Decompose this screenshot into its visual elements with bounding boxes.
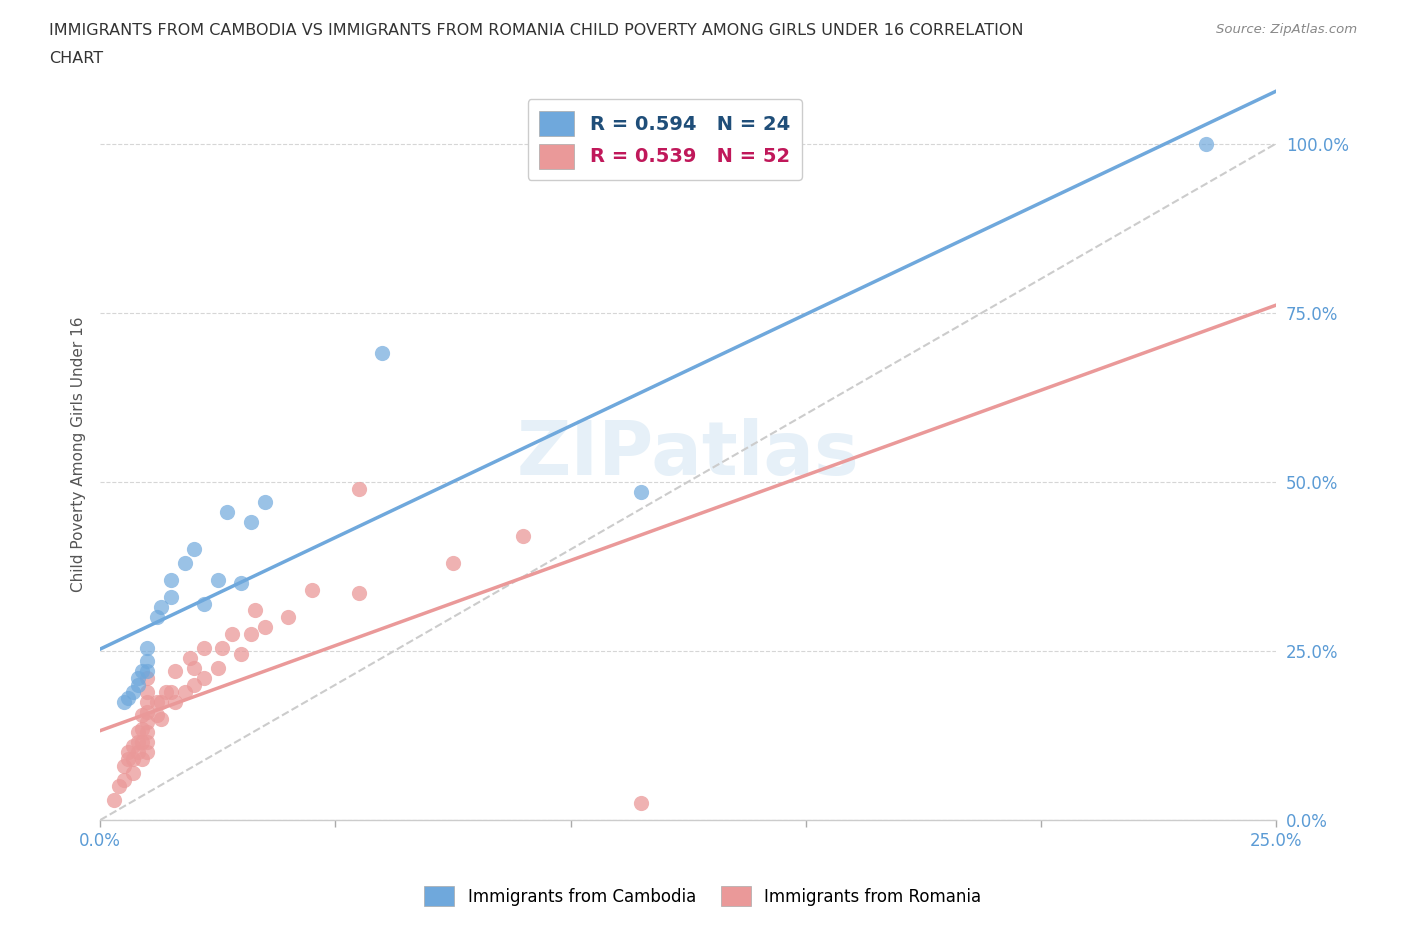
Point [179, 650, 201, 665]
Point [122, 684, 145, 699]
Point [112, 772, 135, 787]
Point [150, 695, 173, 710]
Point [122, 751, 145, 766]
Point [131, 751, 153, 766]
Point [239, 627, 262, 642]
Point [193, 640, 215, 655]
Point [127, 724, 149, 739]
Point [159, 590, 181, 604]
Point [131, 664, 153, 679]
Point [131, 735, 153, 750]
Y-axis label: Child Poverty Among Girls Under 16: Child Poverty Among Girls Under 16 [72, 317, 86, 592]
Point [183, 660, 205, 675]
Text: CHART: CHART [49, 51, 103, 66]
Point [231, 647, 253, 662]
Point [217, 505, 239, 520]
Point [301, 582, 323, 597]
Point [117, 691, 139, 706]
Point [245, 603, 267, 618]
Point [231, 576, 253, 591]
Point [277, 610, 299, 625]
Point [131, 722, 153, 737]
Point [159, 684, 181, 699]
Point [253, 495, 276, 510]
Point [183, 677, 205, 692]
Point [193, 596, 215, 611]
Point [136, 654, 159, 669]
Point [145, 708, 167, 723]
Point [136, 735, 159, 750]
Point [512, 528, 534, 543]
Point [136, 745, 159, 760]
Point [127, 671, 149, 685]
Point [145, 695, 167, 710]
Point [371, 346, 394, 361]
Point [150, 600, 173, 615]
Point [173, 555, 195, 570]
Point [112, 695, 135, 710]
Point [122, 738, 145, 753]
Text: IMMIGRANTS FROM CAMBODIA VS IMMIGRANTS FROM ROMANIA CHILD POVERTY AMONG GIRLS UN: IMMIGRANTS FROM CAMBODIA VS IMMIGRANTS F… [49, 23, 1024, 38]
Point [136, 664, 159, 679]
Point [117, 751, 139, 766]
Point [131, 708, 153, 723]
Point [207, 573, 229, 588]
Text: ZIPatlas: ZIPatlas [517, 418, 859, 491]
Legend: R = 0.594   N = 24, R = 0.539   N = 52: R = 0.594 N = 24, R = 0.539 N = 52 [527, 100, 801, 180]
Point [347, 481, 370, 496]
Point [136, 724, 159, 739]
Point [1194, 136, 1216, 151]
Point [159, 573, 181, 588]
Point [136, 714, 159, 729]
Point [173, 684, 195, 699]
Point [112, 759, 135, 774]
Point [193, 671, 215, 685]
Text: Source: ZipAtlas.com: Source: ZipAtlas.com [1216, 23, 1357, 36]
Point [150, 711, 173, 726]
Point [136, 695, 159, 710]
Point [211, 640, 233, 655]
Point [145, 610, 167, 625]
Point [136, 640, 159, 655]
Point [630, 796, 652, 811]
Point [136, 671, 159, 685]
Point [165, 664, 187, 679]
Point [630, 485, 652, 499]
Point [103, 792, 125, 807]
Point [136, 704, 159, 719]
Point [108, 778, 131, 793]
Point [347, 586, 370, 601]
Point [183, 542, 205, 557]
Point [127, 677, 149, 692]
Legend: Immigrants from Cambodia, Immigrants from Romania: Immigrants from Cambodia, Immigrants fro… [418, 880, 988, 912]
Point [127, 735, 149, 750]
Point [221, 627, 243, 642]
Point [207, 660, 229, 675]
Point [117, 745, 139, 760]
Point [441, 555, 464, 570]
Point [127, 745, 149, 760]
Point [155, 684, 177, 699]
Point [253, 619, 276, 634]
Point [165, 695, 187, 710]
Point [239, 515, 262, 530]
Point [136, 684, 159, 699]
Point [122, 765, 145, 780]
